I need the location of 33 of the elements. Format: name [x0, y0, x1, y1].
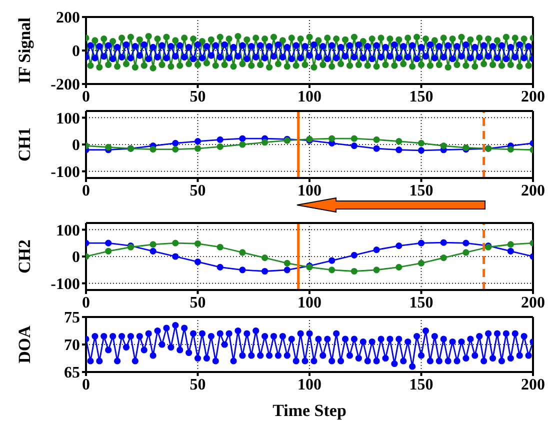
x-tick-label: 200 [521, 376, 545, 394]
y-tick-label: 65 [64, 364, 80, 382]
x-tick-label: 50 [190, 182, 206, 200]
x-tick-label: 150 [409, 182, 434, 200]
x-tick-label: 150 [409, 376, 434, 394]
y-tick-label: 70 [64, 337, 80, 354]
y-axis-title: DOA [15, 324, 34, 364]
x-tick-label: 50 [190, 88, 206, 106]
x-tick-label: 150 [409, 294, 434, 312]
y-tick-label: 100 [56, 222, 80, 240]
y-tick-label: -200 [50, 76, 80, 94]
y-axis-title: CH1 [15, 128, 34, 162]
x-tick-label: 50 [190, 376, 206, 394]
x-tick-label: 100 [298, 294, 322, 312]
x-tick-label: 200 [521, 294, 545, 312]
y-tick-label: 75 [64, 310, 80, 327]
x-tick-label: 100 [298, 182, 322, 200]
y-tick-label: 0 [72, 137, 80, 154]
y-tick-label: 200 [56, 10, 80, 27]
x-tick-label: 100 [298, 88, 322, 106]
y-tick-label: -100 [50, 276, 80, 293]
y-axis-title: CH2 [15, 240, 34, 274]
y-tick-label: 0 [72, 43, 80, 60]
x-tick-label: 200 [521, 182, 545, 200]
y-tick-label: 0 [72, 249, 80, 266]
x-tick-label: 200 [521, 88, 545, 106]
y-axis-title: IF Signal [15, 17, 34, 84]
y-tick-label: 100 [56, 110, 80, 128]
x-tick-label: 150 [409, 88, 434, 106]
x-tick-label: 100 [298, 376, 322, 394]
x-tick-label: 50 [190, 294, 206, 312]
x-axis-title: Time Step [272, 401, 346, 420]
y-tick-label: -100 [50, 164, 80, 181]
